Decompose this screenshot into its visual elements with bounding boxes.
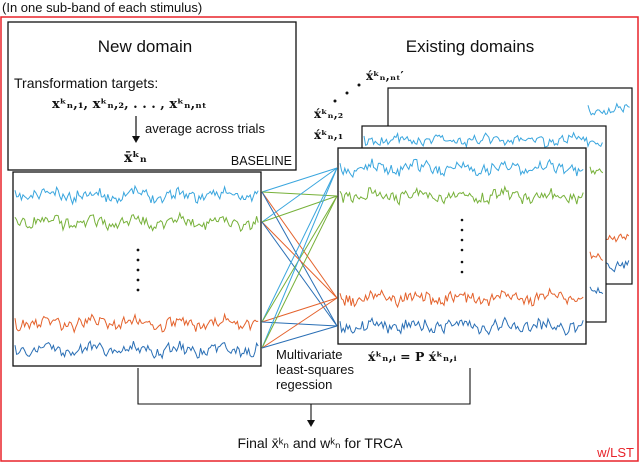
existing-domains-title: Existing domains bbox=[406, 37, 535, 56]
existing-panel-middle-signals bbox=[363, 131, 604, 295]
mean-expression: x̄ᵏₙ bbox=[124, 150, 147, 166]
new-domain-title: New domain bbox=[98, 37, 193, 56]
trial-label-nt: x́ᵏₙ,ₙₜ′ bbox=[366, 69, 404, 83]
new-signal-orange bbox=[14, 312, 259, 334]
regression-label-line2: least-squares bbox=[276, 362, 355, 377]
trial-label-1: x́ᵏₙ,₁ bbox=[314, 128, 343, 142]
existing-panel-front-signals bbox=[339, 158, 584, 336]
existing-panel-front bbox=[337, 147, 587, 345]
targets-expression: xᵏₙ,₁, xᵏₙ,₂, . . . , xᵏₙ,ₙₜ bbox=[52, 97, 207, 112]
regression-mapping-lines bbox=[261, 167, 338, 349]
projection-expression: x́ᵏₙ,ᵢ = P x́ᵏₙ,ᵢ bbox=[368, 349, 457, 364]
trial-label-2: x́ᵏₙ,₂ bbox=[314, 107, 343, 121]
front-signal-green bbox=[339, 185, 584, 206]
regression-label-line1: Multivariate bbox=[276, 347, 342, 362]
mapping-line bbox=[261, 191, 338, 197]
merge-bracket bbox=[137, 368, 471, 405]
new-signal-blue-light bbox=[14, 184, 259, 206]
mapping-line bbox=[261, 325, 338, 349]
corner-tag: w/LST bbox=[596, 445, 634, 460]
baseline-box bbox=[7, 21, 297, 171]
header-note: (In one sub-band of each stimulus) bbox=[2, 0, 202, 15]
front-signal-blue-dark bbox=[339, 316, 584, 336]
average-arrowhead bbox=[132, 136, 140, 143]
mapping-line bbox=[261, 167, 338, 193]
mapping-line bbox=[261, 195, 338, 223]
diagonal-dots bbox=[333, 83, 361, 103]
mapping-line bbox=[261, 167, 338, 323]
new-domain-panel bbox=[12, 171, 262, 367]
regression-label-line3: regession bbox=[276, 377, 332, 392]
new-signal-green bbox=[14, 211, 259, 233]
mid-signal-blue-light bbox=[363, 131, 603, 149]
targets-label: Transformation targets: bbox=[14, 75, 158, 91]
mapping-line bbox=[261, 297, 338, 349]
mapping-line bbox=[261, 167, 338, 349]
average-label: average across trials bbox=[145, 121, 265, 136]
new-panel-vertical-dots bbox=[136, 248, 140, 292]
front-panel-vertical-dots bbox=[460, 218, 464, 274]
mapping-line bbox=[261, 167, 338, 223]
front-signal-blue-light bbox=[339, 158, 584, 179]
final-label: Final x̄ᵏₙ and wᵏₙ for TRCA bbox=[237, 435, 403, 451]
mid-signal-orange bbox=[589, 251, 604, 261]
mapping-line bbox=[261, 221, 338, 327]
new-domain-signals bbox=[14, 184, 259, 360]
front-signal-orange bbox=[339, 287, 584, 309]
mapping-line bbox=[261, 195, 338, 349]
mid-signal-blue-dark bbox=[589, 286, 604, 295]
back-signal-blue-light bbox=[587, 102, 630, 116]
outer-frame bbox=[0, 16, 639, 462]
baseline-label: BASELINE bbox=[231, 154, 292, 168]
final-arrowhead bbox=[307, 420, 315, 427]
new-signal-blue-dark bbox=[14, 340, 259, 360]
mapping-line bbox=[261, 221, 338, 299]
mid-signal-green bbox=[589, 166, 604, 176]
stacked-panels bbox=[337, 87, 633, 345]
